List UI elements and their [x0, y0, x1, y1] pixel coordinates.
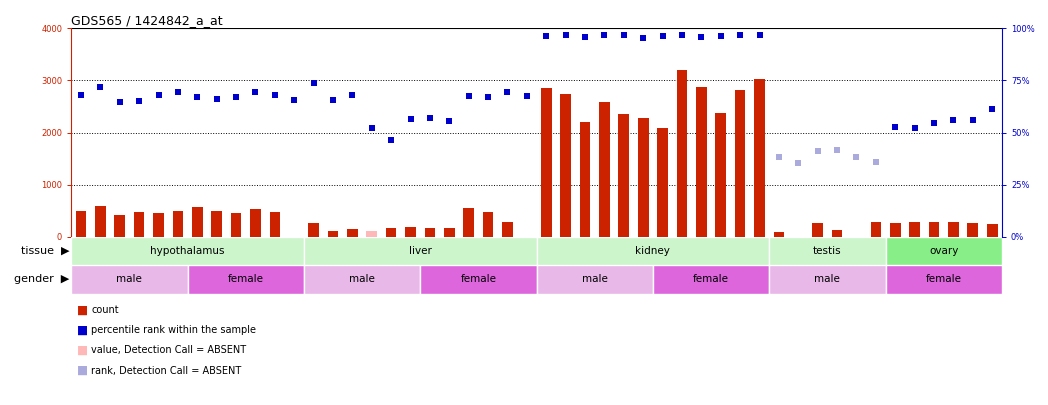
Text: rank, Detection Call = ABSENT: rank, Detection Call = ABSENT [91, 366, 241, 375]
Bar [769, 265, 886, 294]
Bar [308, 223, 319, 237]
Bar [537, 265, 653, 294]
Bar [192, 207, 202, 237]
Bar [173, 211, 183, 237]
Bar [910, 222, 920, 237]
Text: hypothalamus: hypothalamus [150, 246, 225, 256]
Bar [424, 228, 435, 237]
Text: male: male [349, 275, 375, 284]
Bar [134, 212, 145, 237]
Bar [304, 265, 420, 294]
Bar [541, 88, 551, 237]
Text: count: count [91, 305, 118, 315]
Text: testis: testis [813, 246, 842, 256]
Bar [114, 215, 125, 237]
Text: tissue  ▶: tissue ▶ [21, 246, 69, 256]
Bar [304, 237, 537, 265]
Bar [967, 224, 978, 237]
Text: female: female [460, 275, 497, 284]
Bar [212, 211, 222, 237]
Text: ovary: ovary [929, 246, 959, 256]
Bar [463, 208, 474, 237]
Bar [502, 222, 512, 237]
Bar [367, 231, 377, 237]
Bar [386, 228, 396, 237]
Bar [755, 79, 765, 237]
Bar [696, 87, 706, 237]
Bar [444, 228, 455, 237]
Bar [716, 113, 726, 237]
Text: ■: ■ [77, 303, 88, 316]
Text: female: female [693, 275, 729, 284]
Bar [677, 70, 687, 237]
Bar [328, 231, 339, 237]
Bar [599, 102, 610, 237]
Text: GDS565 / 1424842_a_at: GDS565 / 1424842_a_at [71, 14, 223, 27]
Bar [657, 128, 668, 237]
Bar [886, 265, 1002, 294]
Text: ■: ■ [77, 364, 88, 377]
Bar [871, 222, 881, 237]
Text: liver: liver [409, 246, 432, 256]
Bar [987, 224, 998, 237]
Bar [71, 265, 188, 294]
Bar [71, 237, 304, 265]
Bar [890, 224, 900, 237]
Text: male: male [814, 275, 840, 284]
Bar [812, 224, 823, 237]
Bar [269, 212, 280, 237]
Bar [561, 94, 571, 237]
Bar [929, 222, 939, 237]
Bar [773, 232, 784, 237]
Bar [250, 209, 261, 237]
Text: ■: ■ [77, 344, 88, 357]
Bar [188, 265, 304, 294]
Bar [638, 118, 649, 237]
Text: male: male [116, 275, 143, 284]
Bar [618, 114, 629, 237]
Text: kidney: kidney [635, 246, 671, 256]
Bar [347, 229, 357, 237]
Text: percentile rank within the sample: percentile rank within the sample [91, 325, 256, 335]
Bar [483, 212, 494, 237]
Bar [95, 206, 106, 237]
Bar [153, 213, 163, 237]
Bar [653, 265, 769, 294]
Text: female: female [227, 275, 264, 284]
Bar [75, 211, 86, 237]
Text: ■: ■ [77, 324, 88, 337]
Bar [406, 227, 416, 237]
Text: value, Detection Call = ABSENT: value, Detection Call = ABSENT [91, 345, 246, 355]
Bar [769, 237, 886, 265]
Bar [948, 222, 959, 237]
Bar [420, 265, 537, 294]
Bar [735, 90, 745, 237]
Bar [832, 230, 843, 237]
Text: gender  ▶: gender ▶ [14, 275, 69, 284]
Bar [580, 122, 590, 237]
Bar [886, 237, 1002, 265]
Text: female: female [925, 275, 962, 284]
Bar [231, 213, 241, 237]
Text: male: male [582, 275, 608, 284]
Bar [537, 237, 769, 265]
